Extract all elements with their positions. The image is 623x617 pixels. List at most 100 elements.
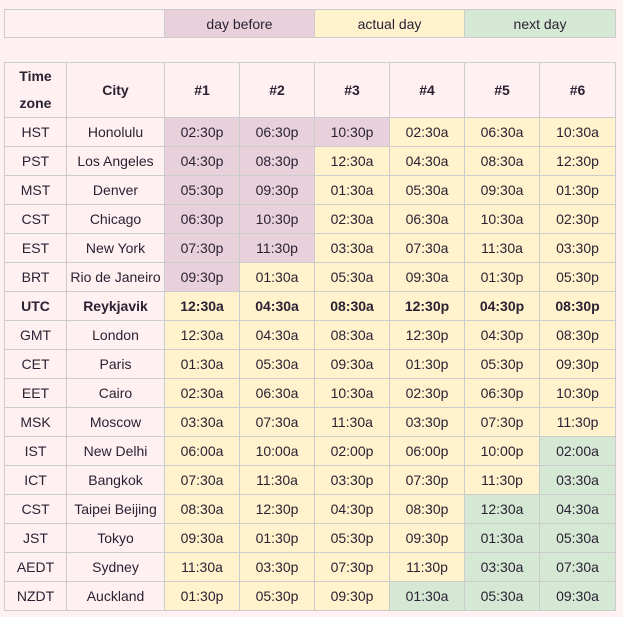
header-col-6: #6 <box>539 62 616 118</box>
time-cell: 02:00p <box>314 436 390 466</box>
time-cell: 01:30p <box>164 581 240 611</box>
header-col-5: #5 <box>464 62 540 118</box>
time-cell: 12:30p <box>239 494 315 524</box>
time-cell: 08:30p <box>539 291 616 321</box>
table-row: NZDT Auckland 01:30p 05:30p 09:30p 01:30a 05:3… <box>4 581 616 611</box>
time-cell: 12:30p <box>539 146 616 176</box>
time-cell: 07:30p <box>464 407 540 437</box>
time-cell: 04:30a <box>539 494 616 524</box>
time-cell: 07:30a <box>164 465 240 495</box>
time-cell: 07:30a <box>389 233 465 263</box>
time-cell: 12:30a <box>314 146 390 176</box>
time-cell: 05:30a <box>314 262 390 292</box>
time-cell: 11:30p <box>464 465 540 495</box>
time-cell: 09:30p <box>239 175 315 205</box>
time-cell: 02:30a <box>314 204 390 234</box>
city-cell: Rio de Janeiro <box>66 262 165 292</box>
table-row: ICT Bangkok 07:30a 11:30a 03:30p 07:30p 11:30p… <box>4 465 616 495</box>
time-cell: 11:30a <box>164 552 240 582</box>
timezone-cell: NZDT <box>4 581 67 611</box>
time-cell: 04:30a <box>239 291 315 321</box>
time-cell: 06:30p <box>164 204 240 234</box>
timezone-cell: MST <box>4 175 67 205</box>
time-cell: 05:30a <box>464 581 540 611</box>
time-cell: 04:30a <box>239 320 315 350</box>
city-cell: Reykjavik <box>66 291 165 321</box>
time-cell: 05:30p <box>164 175 240 205</box>
time-cell: 06:30p <box>464 378 540 408</box>
table-row: AEDT Sydney 11:30a 03:30p 07:30p 11:30p 03:30a… <box>4 552 616 582</box>
time-cell: 06:30p <box>239 117 315 147</box>
time-cell: 01:30a <box>314 175 390 205</box>
header-col-2: #2 <box>239 62 315 118</box>
timezone-cell: CST <box>4 204 67 234</box>
timezone-cell: IST <box>4 436 67 466</box>
time-cell: 08:30a <box>164 494 240 524</box>
time-cell: 01:30a <box>464 523 540 553</box>
legend-blank <box>4 9 165 38</box>
timezone-cell: EST <box>4 233 67 263</box>
time-cell: 01:30p <box>239 523 315 553</box>
time-cell: 03:30a <box>314 233 390 263</box>
time-cell: 05:30a <box>389 175 465 205</box>
time-cell: 02:30p <box>389 378 465 408</box>
time-cell: 05:30a <box>239 349 315 379</box>
time-cell: 07:30a <box>539 552 616 582</box>
timezone-cell: ICT <box>4 465 67 495</box>
time-cell: 02:30a <box>164 378 240 408</box>
table-row: CST Taipei Beijing 08:30a 12:30p 04:30p 08:30… <box>4 494 616 524</box>
legend-day-before: day before <box>164 9 315 38</box>
time-cell: 11:30a <box>314 407 390 437</box>
time-cell: 01:30p <box>464 262 540 292</box>
time-cell: 11:30p <box>239 233 315 263</box>
time-cell: 10:30p <box>314 117 390 147</box>
time-cell: 12:30a <box>464 494 540 524</box>
table-row: JST Tokyo 09:30a 01:30p 05:30p 09:30p 01:30a 05… <box>4 523 616 553</box>
time-cell: 03:30a <box>464 552 540 582</box>
time-cell: 04:30p <box>464 291 540 321</box>
time-cell: 07:30p <box>389 465 465 495</box>
city-cell: New Delhi <box>66 436 165 466</box>
time-cell: 11:30a <box>239 465 315 495</box>
time-cell: 09:30a <box>389 262 465 292</box>
table-row: PST Los Angeles 04:30p 08:30p 12:30a 04:30a 08… <box>4 146 616 176</box>
time-cell: 07:30a <box>239 407 315 437</box>
time-cell: 02:30p <box>164 117 240 147</box>
city-cell: Chicago <box>66 204 165 234</box>
time-cell: 06:30a <box>389 204 465 234</box>
table-row: IST New Delhi 06:00a 10:00a 02:00p 06:00p 10:0… <box>4 436 616 466</box>
table-row: GMT London 12:30a 04:30a 08:30a 12:30p 04:30p 0… <box>4 320 616 350</box>
time-cell: 09:30p <box>539 349 616 379</box>
header-row: Time zone City #1 #2 #3 #4 #5 #6 <box>4 62 616 118</box>
time-cell: 03:30p <box>539 233 616 263</box>
time-cell: 09:30a <box>314 349 390 379</box>
time-cell: 09:30p <box>389 523 465 553</box>
time-cell: 10:00a <box>239 436 315 466</box>
city-cell: London <box>66 320 165 350</box>
time-cell: 12:30p <box>389 291 465 321</box>
table-row: EST New York 07:30p 11:30p 03:30a 07:30a 11:30… <box>4 233 616 263</box>
time-cell: 10:30p <box>539 378 616 408</box>
time-cell: 05:30p <box>239 581 315 611</box>
table-row: CET Paris 01:30a 05:30a 09:30a 01:30p 05:30p 09… <box>4 349 616 379</box>
time-cell: 04:30p <box>464 320 540 350</box>
time-cell: 01:30a <box>389 581 465 611</box>
time-cell: 10:00p <box>464 436 540 466</box>
table-row: EET Cairo 02:30a 06:30a 10:30a 02:30p 06:30p 10… <box>4 378 616 408</box>
city-cell: Denver <box>66 175 165 205</box>
time-cell: 09:30p <box>164 262 240 292</box>
table-row: BRT Rio de Janeiro 09:30p 01:30a 05:30a 09:30… <box>4 262 616 292</box>
time-cell: 01:30p <box>539 175 616 205</box>
time-cell: 06:30a <box>464 117 540 147</box>
table-row: MSK Moscow 03:30a 07:30a 11:30a 03:30p 07:30p 1… <box>4 407 616 437</box>
time-cell: 11:30p <box>539 407 616 437</box>
time-cell: 02:30a <box>389 117 465 147</box>
time-cell: 09:30a <box>164 523 240 553</box>
time-cell: 09:30p <box>314 581 390 611</box>
timezone-cell: PST <box>4 146 67 176</box>
legend-next-day: next day <box>464 9 616 38</box>
time-cell: 03:30p <box>389 407 465 437</box>
table-row: UTC Reykjavik 12:30a 04:30a 08:30a 12:30p 04:3… <box>4 291 616 321</box>
time-cell: 10:30a <box>539 117 616 147</box>
time-cell: 01:30a <box>239 262 315 292</box>
